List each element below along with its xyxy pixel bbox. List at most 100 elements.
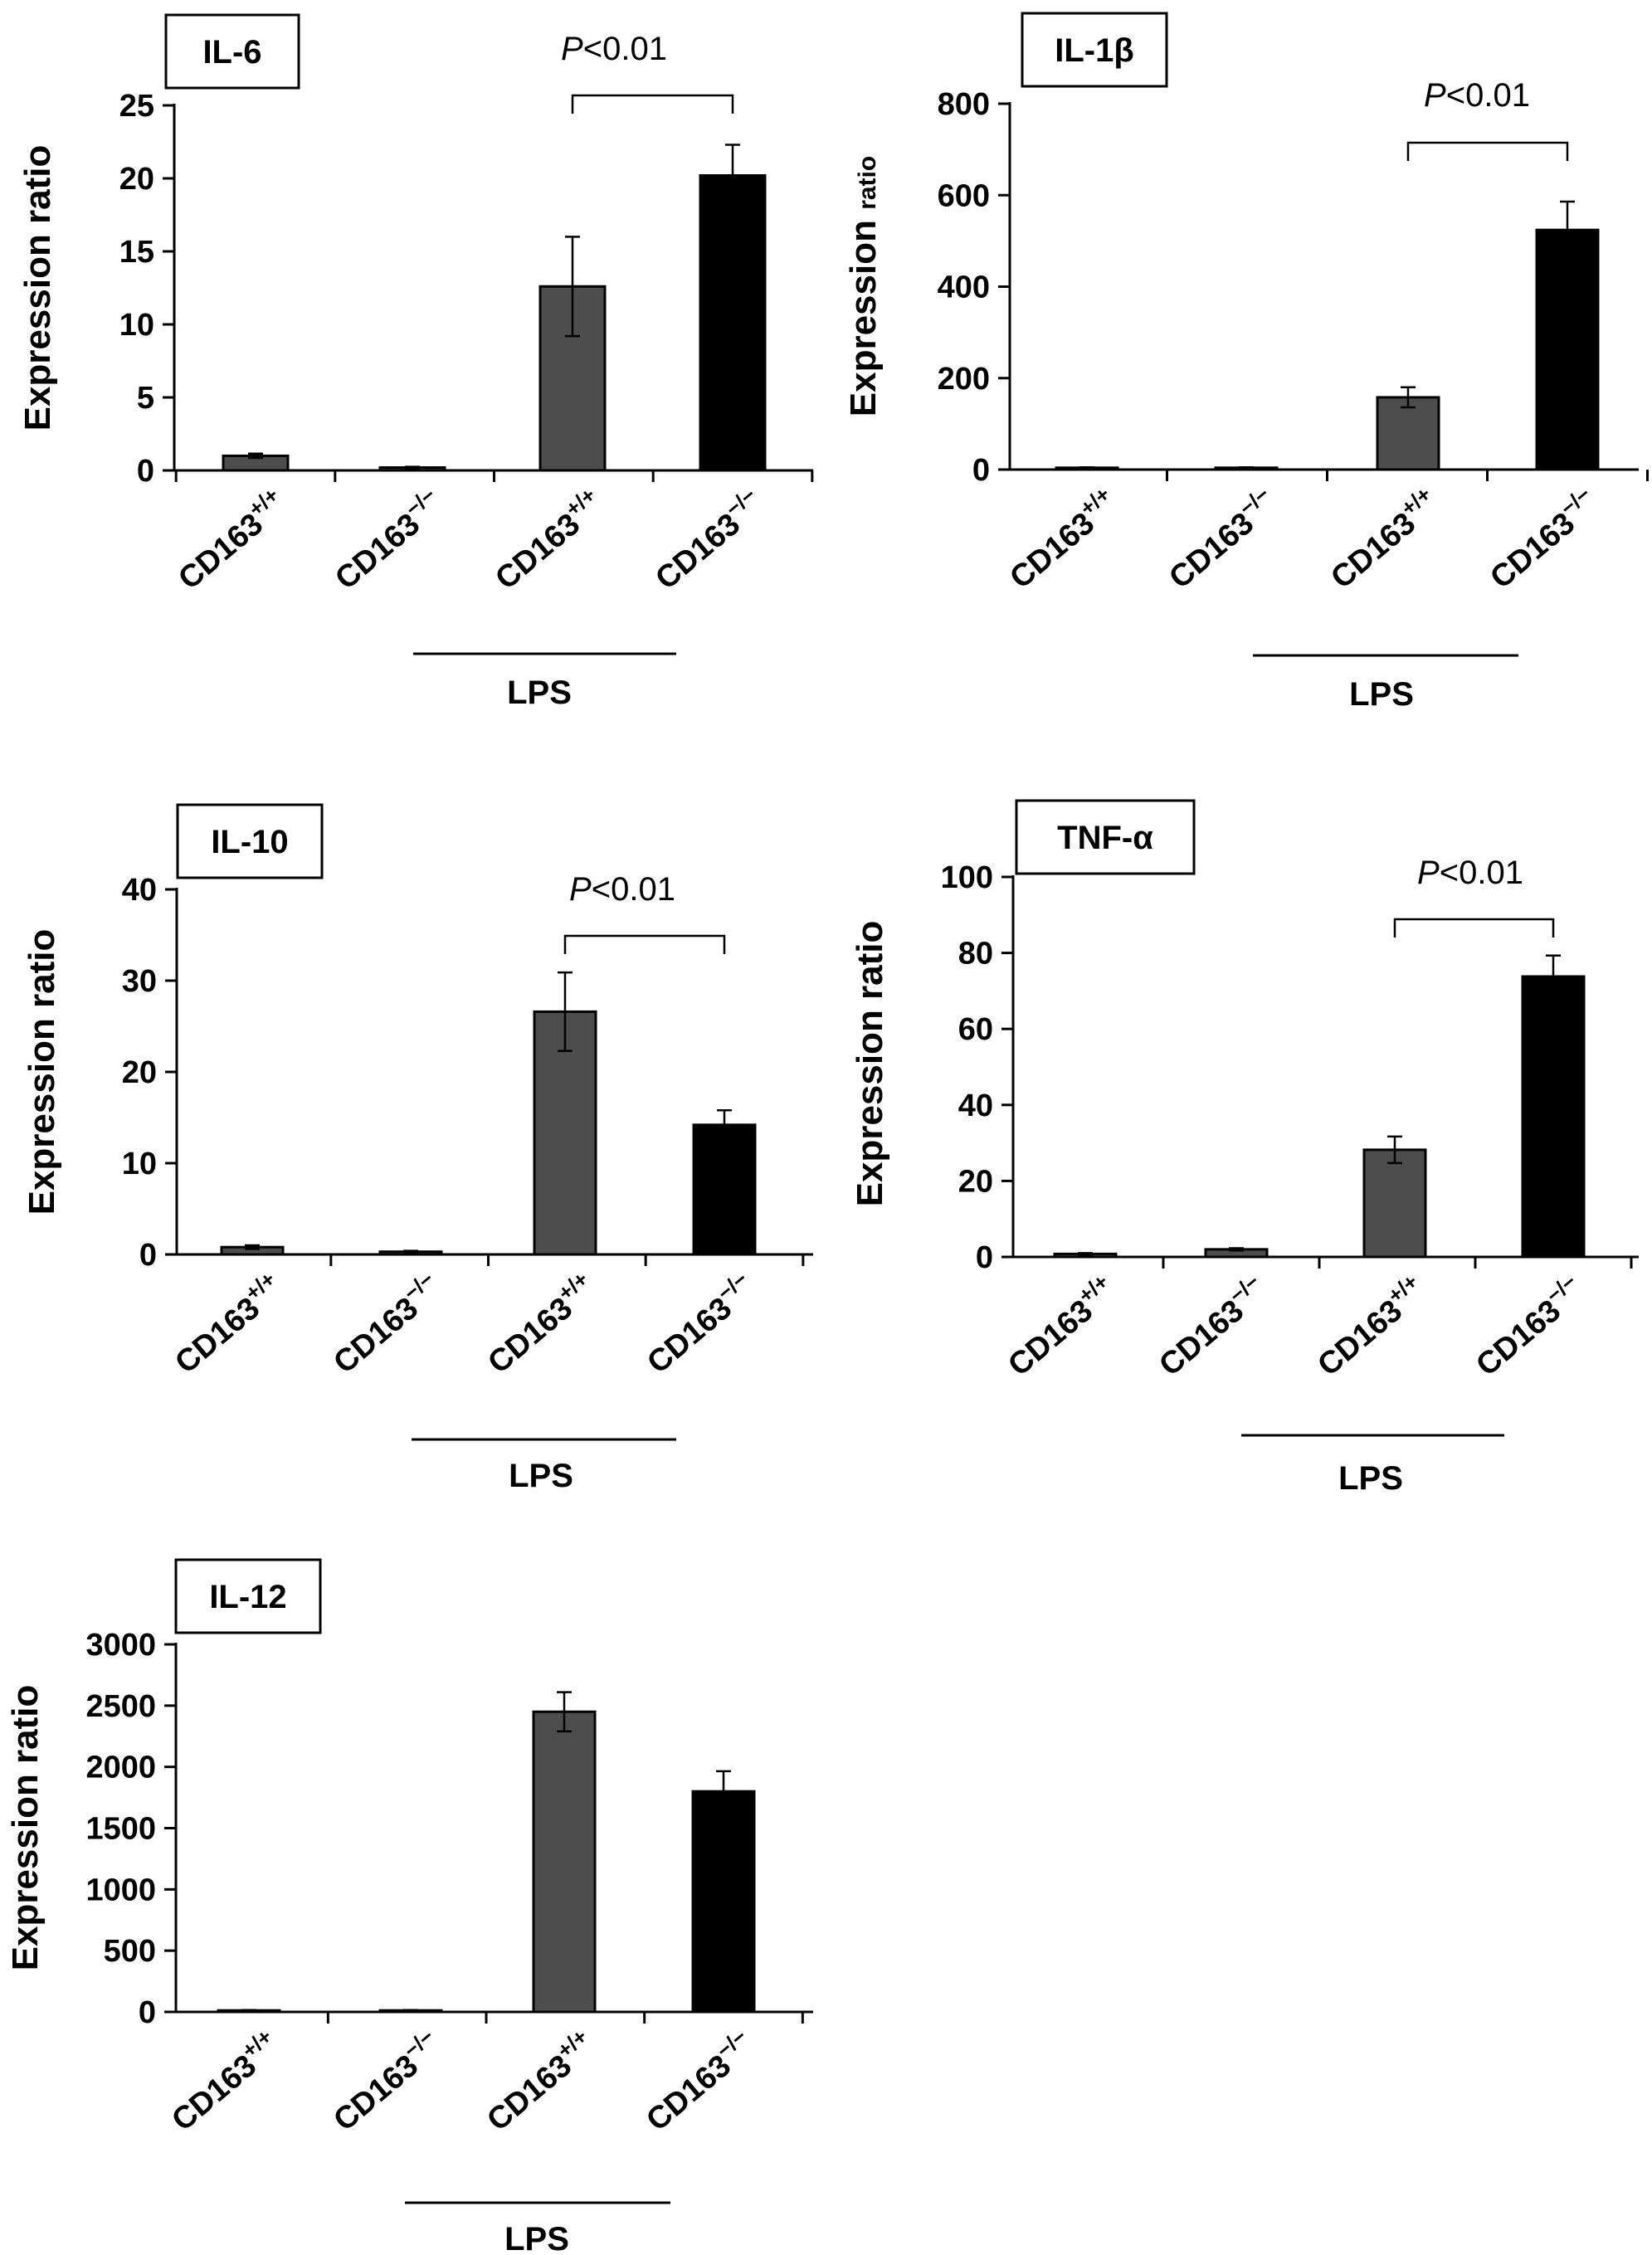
y-tick-label: 400	[938, 270, 990, 305]
x-category-base: CD163	[1484, 506, 1581, 596]
chart-title: IL-1β	[1055, 32, 1134, 69]
bar	[1376, 396, 1440, 471]
y-tick-label: 200	[938, 362, 990, 397]
bar	[533, 1010, 597, 1256]
chart-title: IL-10	[211, 824, 288, 860]
y-axis-label-main: Expression ratio	[17, 145, 58, 431]
chart-title-box	[164, 13, 300, 90]
x-category-label: CD163−/−	[1149, 1269, 1274, 1383]
y-axis-label-main: Expression ratio	[850, 921, 890, 1207]
y-tick-label: 0	[139, 1995, 156, 2030]
x-category-label: CD163−/−	[636, 2024, 762, 2138]
significance-p: P	[569, 871, 592, 908]
x-category-label: CD163+/+	[165, 1266, 290, 1381]
x-category-base: CD163	[1469, 1293, 1567, 1383]
group-label: LPS	[1349, 676, 1414, 713]
chart-panel-5: IL-12 0 500 1000 1500 2000 2500 3000 Expression …	[5, 1558, 813, 2255]
chart-title-box	[176, 803, 324, 879]
bar	[1535, 228, 1600, 471]
chart-title-box	[174, 1558, 322, 1634]
x-category-label: CD163+/+	[478, 1266, 603, 1381]
significance-bracket	[571, 94, 734, 114]
significance-value: <0.01	[1440, 855, 1523, 891]
y-tick-label: 5	[137, 381, 154, 416]
x-category-label: CD163+/+	[168, 482, 294, 597]
x-category-label: CD163+/+	[162, 2024, 287, 2138]
x-category-label: CD163−/−	[646, 482, 771, 597]
x-category-base: CD163	[1324, 506, 1422, 596]
x-category-label: CD163+/+	[1000, 481, 1125, 596]
y-tick-label: 30	[122, 964, 157, 999]
x-category-base: CD163	[489, 507, 587, 597]
y-tick-label: 60	[958, 1012, 993, 1047]
y-tick-label: 1500	[85, 1812, 156, 1847]
chart-panel-2: IL-1β 0 200 400 600 800 Expression ratio CD163+…	[843, 12, 1649, 713]
y-axis-label: Expression ratio	[843, 156, 884, 416]
y-axis-label-main: Expression ratio	[22, 929, 62, 1215]
chart-title: IL-12	[209, 1579, 286, 1615]
y-axis-label-small: ratio	[854, 156, 881, 210]
x-category-base: CD163	[481, 1291, 579, 1381]
x-category-label: CD163+/+	[477, 2024, 602, 2138]
x-category-label: CD163−/−	[1159, 481, 1284, 596]
y-tick-label: 20	[958, 1164, 993, 1199]
x-category-base: CD163	[641, 1291, 738, 1381]
y-tick-label: 3000	[85, 1628, 156, 1663]
y-tick-label: 600	[938, 178, 990, 213]
x-category-label: CD163−/−	[1480, 481, 1606, 596]
y-axis-label: Expression ratio	[850, 921, 890, 1207]
x-category-base: CD163	[1001, 1293, 1099, 1383]
y-axis-label: Expression ratio	[17, 145, 58, 431]
x-category-base: CD163	[640, 2048, 738, 2138]
significance-label: P<0.01	[1417, 855, 1523, 891]
group-label: LPS	[1338, 1460, 1403, 1497]
significance-bracket	[1406, 141, 1569, 161]
x-category-base: CD163	[168, 1291, 266, 1381]
bar	[699, 173, 767, 472]
significance-label: P<0.01	[1424, 77, 1530, 114]
y-tick-label: 2500	[85, 1689, 156, 1724]
significance-bracket	[563, 934, 726, 954]
x-category-label: CD163−/−	[637, 1266, 763, 1381]
x-category-label: CD163+/+	[485, 482, 611, 597]
y-tick-label: 2000	[85, 1751, 156, 1785]
x-category-base: CD163	[172, 507, 270, 597]
significance-label: P<0.01	[561, 31, 667, 67]
y-tick-label: 40	[122, 873, 157, 908]
x-category-label: CD163+/+	[998, 1269, 1123, 1383]
x-category-label: CD163+/+	[1308, 1269, 1433, 1383]
chart-title: IL-6	[202, 34, 261, 71]
y-axis-label: Expression ratio	[22, 929, 62, 1215]
y-axis-label-main: Expression ratio	[5, 1685, 46, 1971]
y-axis-label-main: Expression	[843, 210, 884, 416]
y-tick-label: 500	[104, 1934, 156, 1969]
significance-value: <0.01	[592, 871, 675, 908]
significance-p: P	[561, 31, 583, 67]
significance-value: <0.01	[583, 31, 667, 67]
x-category-label: CD163+/+	[1321, 481, 1446, 596]
y-tick-label: 20	[119, 162, 154, 197]
chart-title: TNF-α	[1057, 820, 1153, 856]
significance-p: P	[1424, 77, 1446, 114]
y-tick-label: 20	[122, 1055, 157, 1090]
x-category-base: CD163	[649, 507, 747, 597]
y-tick-label: 80	[958, 937, 993, 972]
x-category-base: CD163	[1153, 1293, 1250, 1383]
y-tick-label: 15	[119, 235, 154, 270]
y-tick-label: 0	[139, 1238, 157, 1273]
bar	[1521, 975, 1586, 1259]
x-category-base: CD163	[329, 507, 426, 597]
x-category-label: CD163−/−	[1466, 1269, 1591, 1383]
y-tick-label: 10	[119, 308, 154, 343]
y-tick-label: 25	[119, 89, 154, 124]
group-label: LPS	[507, 675, 572, 711]
y-tick-label: 0	[976, 1240, 993, 1275]
bar	[532, 1710, 597, 2014]
x-category-label: CD163−/−	[324, 2024, 449, 2138]
y-tick-label: 800	[938, 87, 990, 122]
x-category-label: CD163−/−	[325, 482, 451, 597]
bar	[1362, 1148, 1427, 1259]
significance-p: P	[1417, 855, 1440, 891]
group-label: LPS	[504, 2221, 569, 2255]
